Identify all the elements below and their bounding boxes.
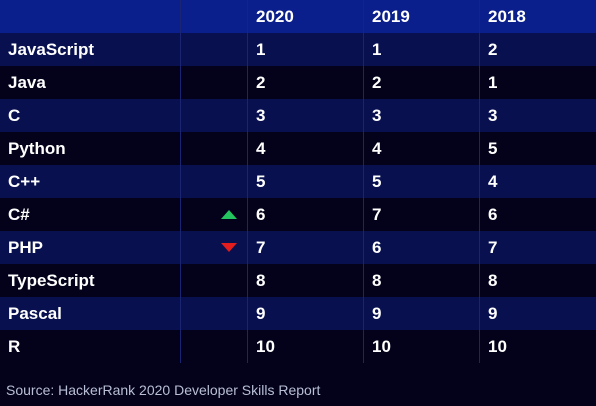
ranking-table: 2020 2019 2018 JavaScript 1 1 2 Java 2 2 1 C 3 3 3 P… (0, 0, 596, 363)
trend-cell (181, 198, 248, 231)
trend-cell (181, 66, 248, 99)
trend-cell (181, 165, 248, 198)
table-row: Java 2 2 1 (0, 66, 596, 99)
trend-cell (181, 99, 248, 132)
header-2019: 2019 (364, 0, 480, 33)
rank-2020-cell: 9 (248, 297, 364, 330)
table-row: Pascal 9 9 9 (0, 297, 596, 330)
language-cell: Python (0, 132, 181, 165)
rank-2020-cell: 1 (248, 33, 364, 66)
rank-2020-cell: 4 (248, 132, 364, 165)
table-row: C++ 5 5 4 (0, 165, 596, 198)
header-2020: 2020 (248, 0, 364, 33)
language-cell: Java (0, 66, 181, 99)
source-caption: Source: HackerRank 2020 Developer Skills… (6, 382, 321, 398)
rank-2018-cell: 2 (488, 39, 498, 59)
rank-2019-cell: 5 (364, 165, 480, 198)
table-row: R 10 10 10 (0, 330, 596, 363)
table-body: JavaScript 1 1 2 Java 2 2 1 C 3 3 3 Python 4 4 5 C++ 5 5 4 C… (0, 33, 596, 363)
rank-2018-cell: 4 (488, 171, 498, 191)
table-row: C# 6 7 6 (0, 198, 596, 231)
rank-2019-cell: 3 (364, 99, 480, 132)
language-cell: TypeScript (0, 264, 181, 297)
trend-cell (181, 330, 248, 363)
header-language (0, 0, 181, 33)
trend-cell (181, 264, 248, 297)
header-trend (181, 0, 248, 33)
rank-2019-cell: 7 (364, 198, 480, 231)
trend-cell (181, 132, 248, 165)
rank-2020-cell: 7 (248, 231, 364, 264)
trend-cell (181, 297, 248, 330)
rank-2019-cell: 1 (364, 33, 480, 66)
rank-2019-cell: 10 (364, 330, 480, 363)
rank-2020-cell: 5 (248, 165, 364, 198)
rank-2018-cell: 6 (488, 204, 498, 224)
rank-2018-cell: 8 (488, 270, 498, 290)
table-header: 2020 2019 2018 (0, 0, 596, 33)
rank-2018-cell: 10 (488, 336, 507, 356)
language-cell: Pascal (0, 297, 181, 330)
trend-cell (181, 231, 248, 264)
language-cell: C# (0, 198, 181, 231)
language-cell: PHP (0, 231, 181, 264)
rank-2018-cell: 7 (488, 237, 498, 257)
table-row: TypeScript 8 8 8 (0, 264, 596, 297)
table-row: JavaScript 1 1 2 (0, 33, 596, 66)
trend-up-icon (221, 210, 237, 219)
table-row: Python 4 4 5 (0, 132, 596, 165)
rank-2020-cell: 6 (248, 198, 364, 231)
rank-2018-cell: 9 (488, 303, 498, 323)
rank-2018-cell: 3 (488, 105, 498, 125)
rank-2020-cell: 10 (248, 330, 364, 363)
rank-2020-cell: 2 (248, 66, 364, 99)
rank-2019-cell: 9 (364, 297, 480, 330)
trend-cell (181, 33, 248, 66)
rank-2019-cell: 4 (364, 132, 480, 165)
language-cell: C (0, 99, 181, 132)
table-row: PHP 7 6 7 (0, 231, 596, 264)
rank-2020-cell: 3 (248, 99, 364, 132)
rank-2020-cell: 8 (248, 264, 364, 297)
rank-2019-cell: 6 (364, 231, 480, 264)
rank-2018-cell: 1 (488, 72, 498, 92)
rank-2019-cell: 8 (364, 264, 480, 297)
language-cell: JavaScript (0, 33, 181, 66)
language-cell: C++ (0, 165, 181, 198)
rank-2019-cell: 2 (364, 66, 480, 99)
trend-down-icon (221, 243, 237, 252)
header-2018: 2018 (488, 6, 526, 26)
rank-2018-cell: 5 (488, 138, 498, 158)
language-cell: R (0, 330, 181, 363)
